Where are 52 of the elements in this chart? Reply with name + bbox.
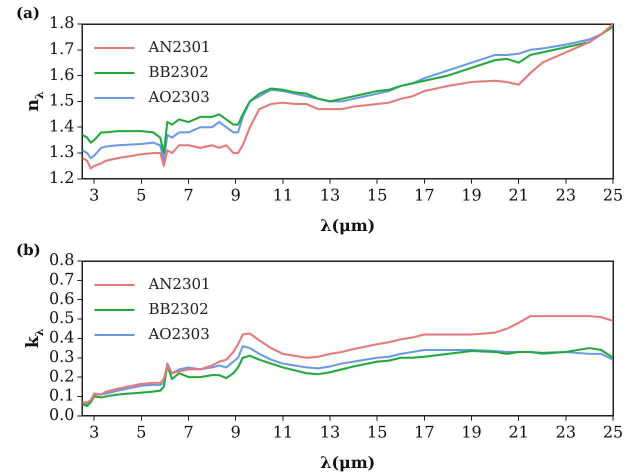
y-tick-label: 1.4 — [48, 116, 74, 136]
x-tick-label: 17 — [414, 422, 435, 442]
y-axis-title: kλ — [23, 328, 46, 348]
y-tick-label: 0.2 — [48, 366, 74, 386]
x-tick-label: 15 — [367, 186, 388, 205]
y-tick-label: 0.7 — [48, 270, 74, 289]
x-tick-label: 23 — [556, 422, 576, 442]
x-tick-label: 5 — [136, 186, 146, 205]
x-tick-label: 17 — [414, 186, 435, 205]
y-tick-label: 1.7 — [48, 38, 74, 58]
chart-title: (b) — [16, 241, 41, 259]
x-tick-label: 15 — [367, 422, 388, 442]
y-tick-label: 0.3 — [48, 346, 74, 366]
x-tick-label: 3 — [89, 422, 100, 442]
y-tick-label: 1.3 — [48, 142, 74, 162]
x-tick-label: 11 — [272, 422, 294, 442]
y-tick-label: 1.5 — [48, 90, 74, 110]
legend-label: AN2301 — [147, 274, 211, 293]
legend-label: AO2303 — [147, 88, 210, 106]
y-tick-label: 0.1 — [48, 386, 74, 405]
x-tick-label: 25 — [602, 422, 624, 442]
x-tick-label: 13 — [320, 422, 340, 442]
x-tick-label: 9 — [230, 186, 241, 205]
y-tick-label: 0.8 — [48, 250, 74, 270]
y-tick-label: 1.2 — [48, 168, 74, 187]
legend-label: BB2302 — [148, 62, 209, 81]
legend-label: AN2301 — [147, 38, 211, 56]
x-tick-label: 5 — [136, 422, 146, 442]
x-tick-label: 13 — [320, 186, 340, 205]
x-tick-label: 23 — [556, 186, 576, 205]
x-tick-label: 19 — [461, 422, 482, 442]
x-tick-label: 9 — [230, 422, 241, 442]
legend-label: BB2302 — [148, 300, 209, 318]
x-tick-label: 21 — [508, 186, 529, 205]
x-tick-label: 7 — [183, 186, 194, 205]
y-tick-label: 0.6 — [48, 288, 74, 308]
y-tick-label: 1.8 — [48, 13, 74, 32]
x-tick-label: 25 — [602, 186, 624, 205]
x-axis-title: λ(μm) — [320, 216, 376, 235]
legend-label: AO2303 — [147, 324, 210, 343]
x-tick-label: 7 — [183, 422, 194, 442]
y-axis-title: nλ — [23, 91, 46, 112]
x-tick-label: 19 — [461, 186, 482, 205]
y-tick-label: 0.5 — [48, 308, 74, 328]
y-tick-label: 0.4 — [48, 328, 74, 347]
x-axis-title: λ(μm) — [320, 453, 376, 472]
y-tick-label: 0.0 — [48, 404, 74, 424]
x-tick-label: 3 — [89, 186, 100, 205]
chart-title: (a) — [16, 4, 40, 22]
y-tick-label: 1.6 — [48, 64, 74, 84]
x-tick-label: 11 — [272, 186, 294, 205]
x-tick-label: 21 — [508, 422, 529, 442]
